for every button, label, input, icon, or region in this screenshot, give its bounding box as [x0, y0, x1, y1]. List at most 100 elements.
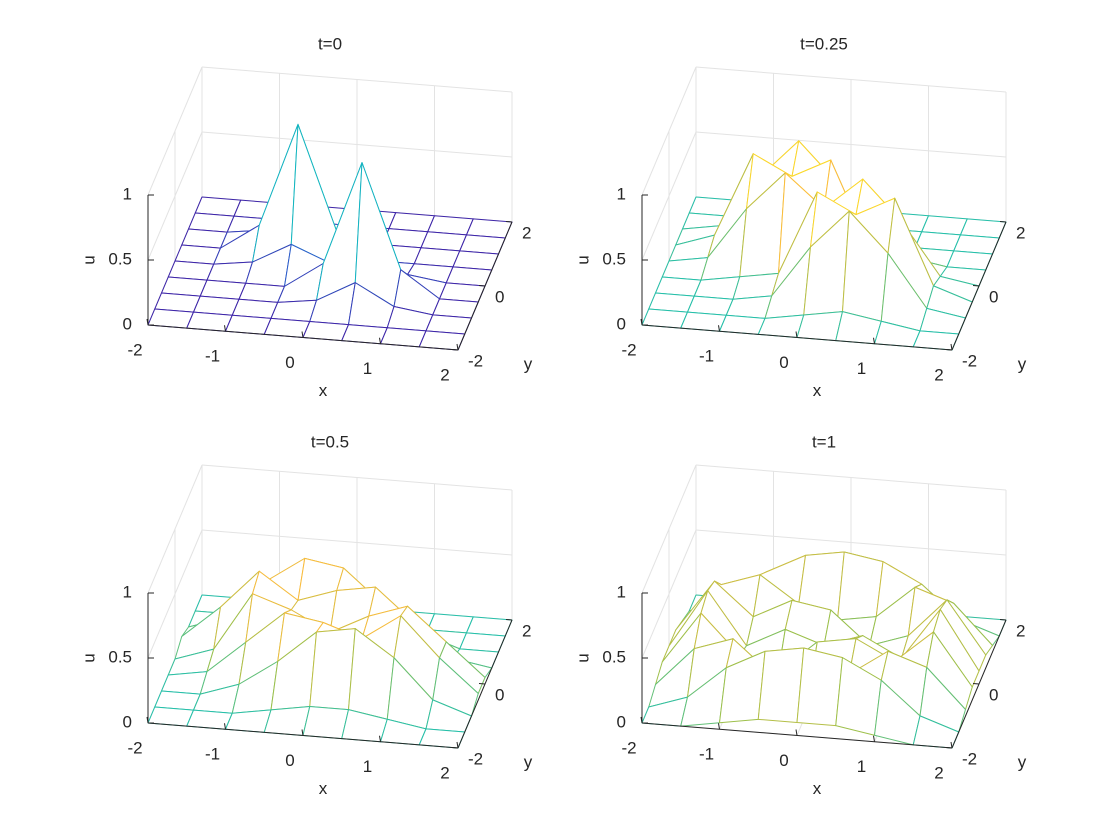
tick-mark [718, 723, 720, 730]
subplot-title: t=0.25 [800, 34, 848, 53]
grid-line [147, 66, 203, 196]
tick-mark [478, 683, 486, 685]
y-tick-label: 0 [989, 287, 998, 306]
tick-mark [945, 747, 953, 749]
x-axis-label: x [813, 381, 822, 400]
z-axis-label: u [79, 255, 98, 264]
tick-mark [146, 716, 149, 724]
z-tick-label: 0 [617, 314, 626, 333]
tick-mark [379, 337, 381, 344]
tick-mark [718, 325, 720, 332]
y-tick-label: -2 [468, 749, 483, 768]
tick-mark [224, 723, 226, 730]
mesh-cell [263, 706, 311, 736]
tick-mark [950, 741, 953, 749]
y-axis-label: y [1018, 752, 1027, 771]
z-axis-label: u [79, 653, 98, 662]
x-tick-label: 2 [934, 763, 943, 782]
tick-mark [795, 729, 798, 736]
tick-mark [505, 619, 513, 621]
tick-mark [146, 318, 149, 326]
subplot-title: t=0.5 [311, 432, 349, 451]
z-tick-label: 0 [123, 314, 132, 333]
tick-mark [972, 285, 980, 287]
tick-mark [640, 716, 643, 724]
x-axis-label: x [319, 381, 328, 400]
grid-line [641, 529, 697, 659]
tick-mark [950, 343, 953, 351]
subplot: -2 -1 0 1 2 -2 0 2 0 0.5 1 x y u t=0.25 [573, 34, 1026, 400]
tick-mark [873, 337, 875, 344]
mesh-cell [309, 628, 356, 711]
tick-mark [301, 729, 304, 736]
x-tick-label: 1 [857, 359, 866, 378]
mesh-cell [270, 299, 317, 322]
grid-line [695, 66, 1007, 93]
z-tick-label: 1 [123, 582, 132, 601]
x-tick-label: -2 [621, 738, 636, 757]
mesh-cell [661, 257, 709, 281]
mesh-cell [796, 311, 843, 342]
z-tick-label: 0.5 [108, 249, 132, 268]
x-tick-label: 0 [779, 353, 788, 372]
x-tick-label: 0 [779, 751, 788, 770]
tick-mark [999, 619, 1007, 621]
z-tick-label: 1 [617, 184, 626, 203]
x-tick-label: 0 [285, 353, 294, 372]
y-axis-label: y [524, 752, 533, 771]
grid-line [147, 131, 203, 261]
x-tick-label: -2 [127, 738, 142, 757]
grid-line [695, 529, 1007, 556]
y-tick-label: 0 [495, 287, 504, 306]
grid-line [641, 66, 697, 196]
y-tick-label: 0 [495, 685, 504, 704]
x-tick-label: 0 [285, 751, 294, 770]
mesh-cell [796, 647, 843, 727]
tick-mark [999, 221, 1007, 223]
x-tick-label: -1 [699, 347, 714, 366]
y-tick-label: 0 [989, 685, 998, 704]
mesh-cell [725, 295, 773, 319]
tick-mark [301, 331, 304, 338]
y-tick-label: 2 [1016, 223, 1025, 242]
z-tick-label: 0 [123, 712, 132, 731]
tick-mark [972, 683, 980, 685]
x-tick-label: 1 [363, 359, 372, 378]
x-tick-label: 1 [363, 757, 372, 776]
y-tick-label: -2 [468, 351, 483, 370]
grid-line [147, 464, 203, 594]
grid-line [201, 131, 513, 158]
subplot: -2 -1 0 1 2 -2 0 2 0 0.5 1 x y u t=0.5 [79, 432, 532, 798]
subplot-title: t=0 [318, 34, 342, 53]
grid-line [201, 529, 513, 556]
z-axis-label: u [573, 255, 592, 264]
x-tick-label: -1 [205, 745, 220, 764]
z-tick-label: 0 [617, 712, 626, 731]
tick-mark [379, 735, 381, 742]
grid-line [695, 464, 1007, 491]
z-axis-label: u [573, 653, 592, 662]
grid-line [695, 131, 1007, 158]
z-tick-label: 0.5 [108, 647, 132, 666]
x-tick-label: 2 [440, 365, 449, 384]
tick-mark [945, 349, 953, 351]
subplot: -2 -1 0 1 2 -2 0 2 0 0.5 1 x y u t=0 [79, 34, 532, 400]
tick-mark [456, 741, 459, 749]
mesh-cell [693, 276, 741, 300]
y-axis-label: y [1018, 354, 1027, 373]
x-tick-label: 2 [934, 365, 943, 384]
grid-line [641, 464, 697, 594]
mesh-cell [225, 709, 272, 733]
y-tick-label: 2 [1016, 621, 1025, 640]
z-tick-label: 0.5 [602, 647, 626, 666]
y-tick-label: -2 [962, 749, 977, 768]
subplot-title: t=1 [812, 432, 836, 451]
y-tick-label: 2 [522, 621, 531, 640]
grid-line [641, 131, 697, 261]
mesh-cell [161, 671, 208, 695]
x-axis-label: x [319, 779, 328, 798]
subplot: -2 -1 0 1 2 -2 0 2 0 0.5 1 x y u t=1 [573, 432, 1026, 798]
z-tick-label: 1 [123, 184, 132, 203]
tick-mark [873, 735, 875, 742]
